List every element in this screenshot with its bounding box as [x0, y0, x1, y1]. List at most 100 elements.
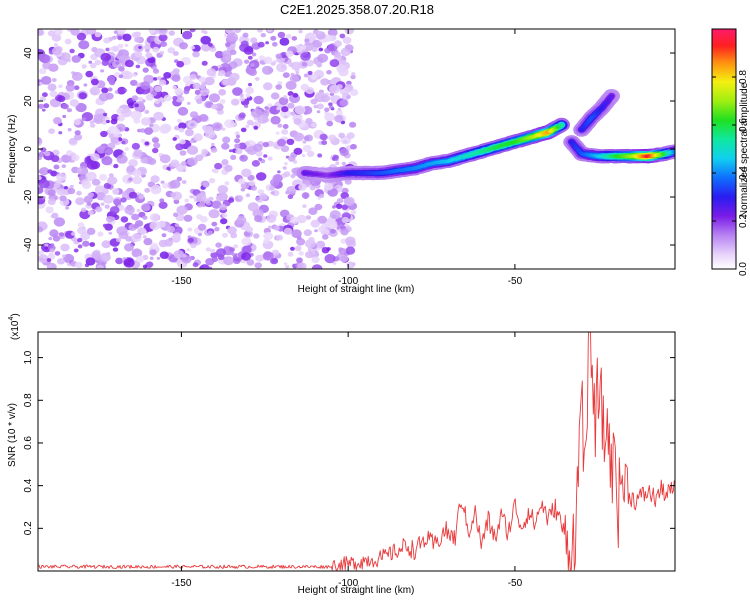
noise-speckle — [142, 67, 149, 73]
noise-speckle — [95, 206, 103, 213]
noise-layer — [38, 29, 359, 269]
noise-speckle — [207, 266, 213, 269]
noise-speckle — [75, 197, 85, 206]
noise-speckle — [266, 214, 277, 223]
noise-speckle — [113, 30, 118, 34]
noise-speckle — [113, 163, 119, 169]
noise-speckle — [38, 186, 44, 194]
noise-speckle — [309, 185, 316, 191]
noise-speckle — [120, 197, 127, 203]
noise-speckle — [311, 47, 318, 52]
noise-speckle — [283, 115, 288, 119]
noise-speckle — [307, 70, 313, 76]
noise-speckle — [80, 207, 87, 213]
noise-speckle — [220, 218, 228, 225]
noise-speckle — [144, 44, 152, 51]
noise-speckle — [338, 132, 345, 139]
noise-speckle — [154, 99, 160, 105]
noise-speckle — [272, 41, 278, 47]
noise-speckle — [42, 92, 48, 98]
noise-speckle — [248, 68, 257, 76]
noise-speckle — [234, 143, 241, 149]
noise-speckle — [40, 76, 52, 85]
noise-speckle — [210, 252, 218, 259]
noise-speckle — [267, 103, 273, 108]
noise-speckle — [253, 233, 260, 239]
noise-speckle — [277, 170, 281, 174]
noise-speckle — [184, 198, 190, 203]
noise-speckle — [120, 108, 132, 118]
noise-speckle — [277, 123, 283, 128]
noise-speckle — [58, 84, 63, 88]
noise-speckle — [189, 74, 197, 80]
noise-speckle — [192, 82, 201, 90]
noise-speckle — [339, 99, 349, 107]
noise-speckle — [239, 96, 245, 102]
noise-speckle — [128, 159, 138, 168]
noise-speckle — [56, 188, 66, 196]
noise-speckle — [204, 101, 213, 109]
noise-speckle — [248, 82, 252, 87]
noise-speckle — [39, 96, 46, 102]
noise-speckle — [224, 55, 232, 61]
noise-speckle — [149, 123, 154, 128]
noise-speckle — [289, 74, 300, 83]
noise-speckle — [186, 145, 199, 155]
noise-speckle — [67, 128, 72, 132]
noise-speckle — [179, 139, 186, 145]
noise-speckle — [86, 29, 97, 35]
noise-speckle — [51, 33, 62, 42]
noise-speckle — [246, 119, 254, 126]
noise-speckle — [144, 109, 150, 114]
snr-x-label: Height of straight line (km) — [298, 585, 415, 596]
noise-speckle — [206, 68, 217, 77]
noise-speckle — [329, 210, 341, 220]
noise-speckle — [196, 192, 207, 202]
noise-speckle — [66, 150, 73, 157]
noise-speckle — [281, 106, 289, 113]
noise-speckle — [290, 174, 296, 179]
noise-speckle — [190, 243, 197, 249]
noise-speckle — [303, 229, 312, 237]
noise-speckle — [276, 138, 287, 147]
noise-speckle — [132, 169, 142, 177]
noise-speckle — [303, 88, 308, 92]
noise-speckle — [340, 228, 349, 236]
noise-speckle — [57, 258, 65, 265]
noise-speckle — [111, 35, 117, 40]
noise-speckle — [76, 32, 87, 41]
noise-speckle — [267, 225, 272, 229]
noise-speckle — [326, 219, 338, 229]
noise-speckle — [141, 229, 147, 234]
noise-speckle — [111, 45, 119, 52]
noise-speckle — [329, 84, 340, 94]
noise-speckle — [186, 248, 191, 252]
noise-speckle — [174, 223, 180, 228]
noise-speckle — [107, 176, 118, 185]
noise-speckle — [286, 186, 297, 195]
noise-speckle — [233, 29, 242, 33]
noise-speckle — [176, 176, 183, 182]
noise-speckle — [91, 178, 101, 186]
noise-speckle — [67, 187, 76, 195]
colorbar-gradient — [711, 28, 737, 270]
noise-speckle — [65, 83, 76, 92]
noise-speckle — [341, 187, 349, 194]
noise-speckle — [303, 135, 310, 141]
noise-speckle — [338, 247, 347, 255]
noise-speckle — [174, 87, 183, 95]
noise-speckle — [326, 120, 334, 127]
noise-speckle — [48, 237, 53, 241]
noise-speckle — [224, 119, 235, 128]
noise-speckle — [213, 169, 219, 174]
noise-speckle — [73, 85, 80, 90]
noise-speckle — [275, 53, 283, 59]
noise-speckle — [138, 194, 144, 200]
noise-speckle — [59, 195, 67, 202]
noise-speckle — [231, 98, 240, 106]
noise-speckle — [301, 154, 306, 158]
noise-speckle — [140, 128, 146, 133]
noise-speckle — [94, 59, 102, 66]
noise-speckle — [291, 36, 298, 41]
noise-speckle — [44, 151, 51, 157]
